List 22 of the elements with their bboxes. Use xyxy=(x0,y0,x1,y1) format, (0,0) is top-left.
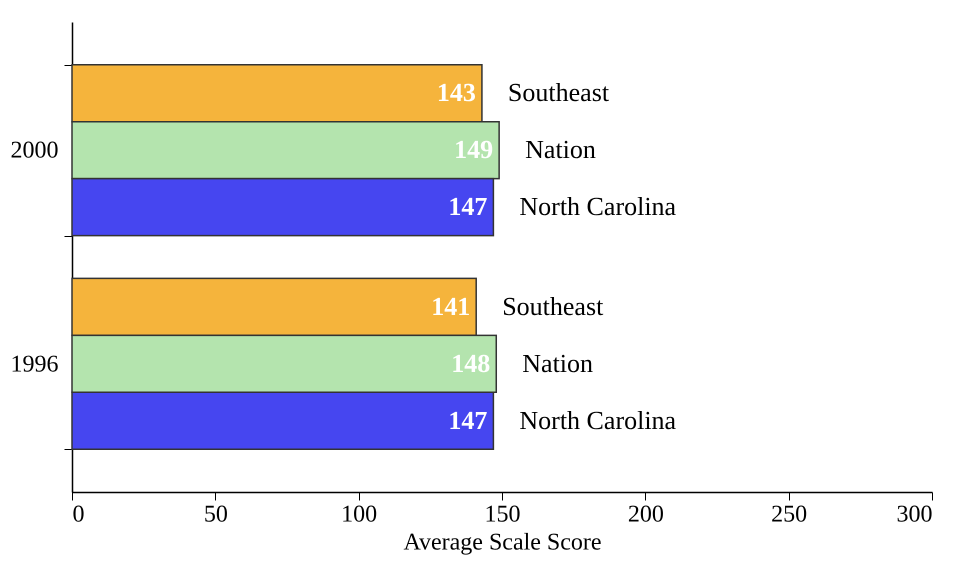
text: Southeast xyxy=(502,292,604,321)
x-axis-title: Average Scale Score xyxy=(403,530,602,556)
series-label: North Carolina xyxy=(519,192,677,222)
text: North Carolina xyxy=(519,406,676,435)
y-tick-label: 1996 xyxy=(10,351,58,378)
x-tick-label: 100 xyxy=(341,502,378,528)
x-tick-label: 300 xyxy=(896,502,932,528)
data-label: 143 xyxy=(436,78,476,108)
series-label: Southeast xyxy=(508,78,610,108)
data-label: 149 xyxy=(454,135,494,164)
data-label: 141 xyxy=(431,292,470,321)
x-tick-label: 200 xyxy=(628,502,664,528)
data-label: 147 xyxy=(448,406,488,435)
data-label: 147 xyxy=(448,192,488,222)
text: Nation xyxy=(522,348,594,378)
series-label: Nation xyxy=(525,135,596,164)
data-label: 148 xyxy=(451,348,490,378)
x-tick-label: 0 xyxy=(72,502,84,528)
x-tick-label: 50 xyxy=(204,502,228,528)
x-tick-label: 150 xyxy=(484,502,520,528)
x-tick-label: 250 xyxy=(771,502,808,528)
y-tick-label: 2000 xyxy=(10,138,58,164)
